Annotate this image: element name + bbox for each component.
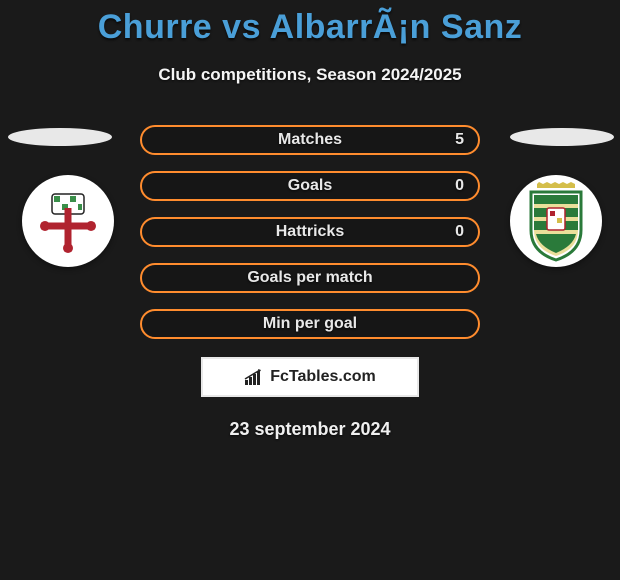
stat-row-goals-per-match: Goals per match [140,263,480,293]
shadow-ellipse-left [8,128,112,146]
comparison-card: Churre vs AlbarrÃ¡n Sanz Club competitio… [0,0,620,440]
brand-text: FcTables.com [270,368,376,386]
club-crest-left-icon [33,186,103,256]
club-crest-right-icon [517,180,595,262]
stat-label: Goals per match [247,269,372,287]
stat-label: Matches [278,131,342,149]
update-date: 23 september 2024 [0,419,620,440]
stat-row-hattricks: Hattricks 0 [140,217,480,247]
team-badge-right [510,175,602,267]
page-title: Churre vs AlbarrÃ¡n Sanz [0,0,620,47]
stat-label: Goals [288,177,332,195]
team-badge-left [22,175,114,267]
shadow-ellipse-right [510,128,614,146]
stat-label: Hattricks [276,223,344,241]
stat-value: 0 [455,177,464,195]
stat-value: 0 [455,223,464,241]
stat-row-goals: Goals 0 [140,171,480,201]
brand-attribution[interactable]: FcTables.com [201,357,419,397]
stat-row-min-per-goal: Min per goal [140,309,480,339]
season-subtitle: Club competitions, Season 2024/2025 [0,65,620,85]
stat-row-matches: Matches 5 [140,125,480,155]
bar-chart-icon [244,368,266,386]
stat-label: Min per goal [263,315,357,333]
stat-value: 5 [455,131,464,149]
